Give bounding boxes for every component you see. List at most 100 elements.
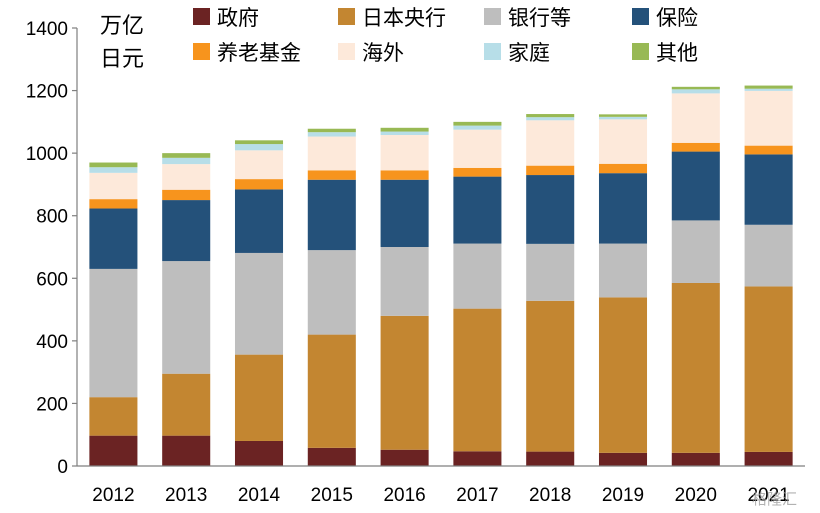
bar-segment-2016-series-4 <box>380 170 429 180</box>
bar-segment-2020-series-4 <box>671 142 720 152</box>
bar-segment-2021-series-4 <box>744 145 793 155</box>
legend-label-5: 海外 <box>362 41 404 65</box>
bar-segment-2017-series-7 <box>453 121 502 126</box>
x-tick-label-2013: 2013 <box>165 485 207 506</box>
bar-segment-2018-series-6 <box>526 117 575 121</box>
bar-segment-2013-series-3 <box>162 200 211 262</box>
bar-segment-2012-series-5 <box>89 172 138 200</box>
bar-segment-2020-series-5 <box>671 93 720 143</box>
y-tick-label-400: 400 <box>36 332 68 353</box>
bar-segment-2017-series-3 <box>453 176 502 244</box>
bar-segment-2012-series-2 <box>89 268 138 398</box>
x-tick-label-2016: 2016 <box>383 485 425 506</box>
bar-segment-2020-series-0 <box>671 452 720 466</box>
y-tick-label-1200: 1200 <box>26 82 68 103</box>
y-tick-label-1400: 1400 <box>26 19 68 40</box>
bar-segment-2015-series-4 <box>307 170 356 180</box>
bar-segment-2017-series-1 <box>453 308 502 452</box>
bar-segment-2016-series-5 <box>380 135 429 171</box>
bar-segment-2018-series-0 <box>526 451 575 466</box>
bar-segment-2013-series-1 <box>162 373 211 436</box>
bar-segment-2017-series-6 <box>453 125 502 130</box>
bar-segment-2017-series-5 <box>453 129 502 168</box>
bar-segment-2014-series-7 <box>234 140 284 145</box>
bar-segment-2018-series-4 <box>526 165 575 176</box>
bar-segment-2014-series-5 <box>234 150 284 180</box>
bar-segment-2014-series-0 <box>234 440 284 466</box>
bar-segment-2016-series-1 <box>380 315 429 450</box>
bar-segment-2020-series-6 <box>671 89 720 94</box>
bar-segment-2015-series-1 <box>307 334 356 448</box>
x-tick-label-2015: 2015 <box>311 485 353 506</box>
bar-segment-2020-series-2 <box>671 220 720 283</box>
legend-label-6: 家庭 <box>508 41 550 65</box>
bar-segment-2019-series-1 <box>598 297 648 453</box>
bar-segment-2015-series-2 <box>307 250 356 335</box>
bar-segment-2016-series-2 <box>380 247 429 316</box>
axes-group: 0 200 400 600 800 1000 1200 1400 2012 2013 2014 201… <box>26 19 805 506</box>
bar-segment-2014-series-2 <box>234 252 284 355</box>
bar-segment-2019-series-3 <box>598 173 648 244</box>
x-tick-label-2012: 2012 <box>92 485 134 506</box>
y-tick-label-200: 200 <box>36 394 68 415</box>
x-tick-label-2017: 2017 <box>456 485 498 506</box>
bar-segment-2016-series-3 <box>380 179 429 247</box>
bar-segment-2013-series-0 <box>162 435 211 466</box>
legend-label-2: 银行等 <box>508 6 571 30</box>
legend-swatch-3 <box>632 8 649 25</box>
bar-segment-2013-series-5 <box>162 164 211 190</box>
legend-label-3: 保险 <box>656 6 698 30</box>
legend-swatch-6 <box>484 43 501 60</box>
legend-swatch-5 <box>338 43 355 60</box>
bar-segment-2014-series-1 <box>234 354 284 441</box>
legend-swatch-4 <box>193 43 210 60</box>
bar-segment-2015-series-5 <box>307 136 356 171</box>
legend-swatch-0 <box>193 8 210 25</box>
bar-segment-2012-series-6 <box>89 167 138 173</box>
bar-segment-2018-series-5 <box>526 120 575 166</box>
bar-segment-2021-series-2 <box>744 224 793 287</box>
bar-segment-2013-series-6 <box>162 157 211 165</box>
legend-label-4: 养老基金 <box>217 41 301 65</box>
bar-segment-2019-series-7 <box>598 114 648 117</box>
x-tick-label-2021: 2021 <box>747 485 789 506</box>
bar-segment-2012-series-7 <box>89 162 138 168</box>
bar-segment-2021-series-1 <box>744 286 793 452</box>
bar-segment-2012-series-0 <box>89 435 138 466</box>
bar-segment-2018-series-1 <box>526 300 575 452</box>
legend-swatch-7 <box>632 43 649 60</box>
bar-segment-2019-series-2 <box>598 243 648 298</box>
bar-segment-2017-series-2 <box>453 243 502 309</box>
bar-segment-2016-series-7 <box>380 127 429 132</box>
watermark: 格隆汇 <box>752 490 797 508</box>
bar-segment-2018-series-3 <box>526 175 575 244</box>
bar-segment-2019-series-4 <box>598 163 648 174</box>
bar-segment-2016-series-6 <box>380 131 429 135</box>
bar-segment-2015-series-6 <box>307 132 356 137</box>
legend-label-1: 日本央行 <box>362 6 446 30</box>
bar-segment-2019-series-5 <box>598 119 648 164</box>
unit-label-line2: 日元 <box>100 47 144 72</box>
x-tick-label-2019: 2019 <box>602 485 644 506</box>
y-tick-label-1000: 1000 <box>26 144 68 165</box>
bar-segment-2012-series-3 <box>89 208 138 269</box>
bar-segment-2021-series-6 <box>744 88 793 91</box>
legend-swatch-2 <box>484 8 501 25</box>
x-tick-label-2014: 2014 <box>238 485 281 506</box>
bars-group <box>89 85 793 466</box>
bar-segment-2017-series-0 <box>453 451 502 466</box>
x-tick-label-2018: 2018 <box>529 485 571 506</box>
bar-segment-2016-series-0 <box>380 449 429 466</box>
legend-label-0: 政府 <box>217 6 259 30</box>
bar-segment-2015-series-7 <box>307 128 356 133</box>
y-tick-label-800: 800 <box>36 207 68 228</box>
bar-segment-2013-series-2 <box>162 261 211 374</box>
bar-segment-2012-series-1 <box>89 397 138 436</box>
bar-segment-2015-series-3 <box>307 179 356 251</box>
y-tick-label-600: 600 <box>36 269 68 290</box>
bar-segment-2020-series-1 <box>671 282 720 453</box>
bar-segment-2020-series-7 <box>671 86 720 90</box>
bar-segment-2015-series-0 <box>307 447 356 466</box>
